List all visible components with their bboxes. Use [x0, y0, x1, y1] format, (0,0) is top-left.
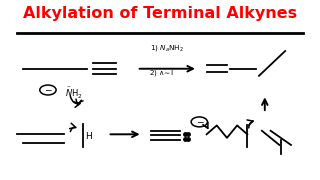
- Text: $\ddot{N}$H$_2$: $\ddot{N}$H$_2$: [65, 86, 83, 101]
- Text: 2) $\wedge\!\!\sim$I: 2) $\wedge\!\!\sim$I: [149, 68, 174, 78]
- Text: −: −: [44, 86, 52, 94]
- Text: Alkylation of Terminal Alkynes: Alkylation of Terminal Alkynes: [23, 6, 297, 21]
- Text: H: H: [85, 132, 92, 141]
- Text: −: −: [196, 117, 203, 126]
- Text: 1) $\it{N}_a$NH$_2$: 1) $\it{N}_a$NH$_2$: [150, 43, 184, 53]
